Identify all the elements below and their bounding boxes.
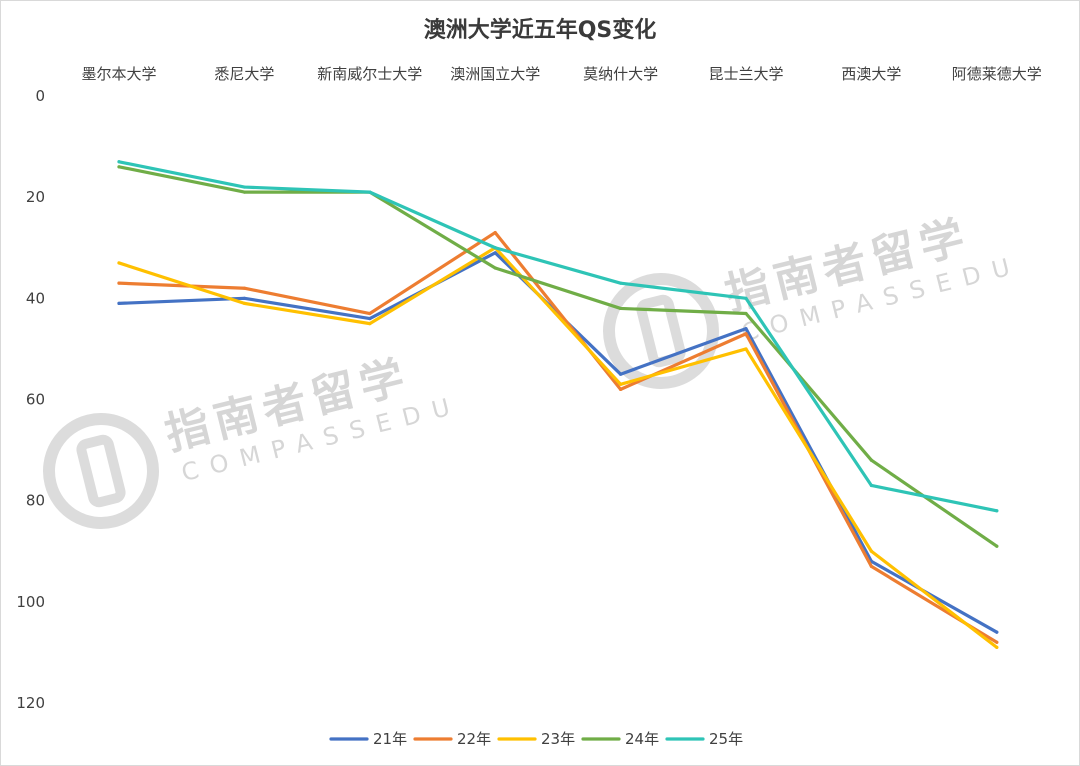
- x-category-label: 新南威尔士大学: [317, 65, 422, 83]
- y-tick-label: 100: [16, 593, 45, 611]
- data-point: [242, 190, 246, 194]
- data-point: [995, 640, 999, 644]
- data-point: [619, 372, 623, 376]
- x-category-label: 悉尼大学: [214, 65, 274, 83]
- data-point: [744, 296, 748, 300]
- watermark-mark-icon: [636, 294, 686, 368]
- data-point: [619, 306, 623, 311]
- data-point: [995, 630, 999, 634]
- data-point: [995, 544, 999, 548]
- data-point: [619, 387, 623, 391]
- data-point: [117, 261, 121, 265]
- data-point: [368, 190, 372, 194]
- legend-label: 22年: [457, 730, 491, 748]
- data-point: [368, 316, 372, 321]
- data-point: [242, 296, 246, 300]
- y-tick-label: 120: [16, 694, 45, 712]
- data-point: [744, 332, 748, 336]
- data-point: [869, 549, 874, 553]
- data-point: [744, 347, 748, 351]
- watermark-mark-icon: [76, 434, 126, 508]
- data-point: [744, 327, 748, 331]
- series-line-2: [117, 230, 999, 644]
- legend: 21年 22年 23年 24年 25年: [329, 730, 743, 748]
- data-point: [493, 246, 497, 250]
- series-line-5: [117, 160, 999, 513]
- y-tick-label: 0: [35, 87, 45, 105]
- x-axis: 墨尔本大学 悉尼大学 新南威尔士大学 澳洲国立大学 莫纳什大学 昆士兰大学 西澳大学 阿德莱德…: [81, 65, 1041, 83]
- data-point: [242, 301, 246, 305]
- data-point: [995, 645, 999, 649]
- x-category-label: 墨尔本大学: [81, 65, 156, 83]
- data-point: [242, 286, 246, 290]
- y-tick-label: 40: [26, 289, 45, 307]
- data-point: [117, 281, 121, 285]
- series-line-4: [117, 165, 999, 548]
- data-point: [117, 160, 121, 164]
- data-point: [869, 483, 874, 488]
- watermark-logo: 指南者留学 COMPASSEDU: [603, 210, 1024, 389]
- watermark-circle-icon: [603, 273, 719, 389]
- x-category-label: 西澳大学: [841, 65, 901, 83]
- watermark-circle-icon: [43, 413, 159, 529]
- data-point: [493, 266, 497, 270]
- data-point: [995, 509, 999, 513]
- chart-title: 澳洲大学近五年QS变化: [424, 17, 657, 43]
- data-point: [619, 382, 623, 386]
- data-point: [744, 311, 748, 316]
- legend-label: 25年: [709, 730, 743, 748]
- series-group: [117, 160, 999, 649]
- data-point: [242, 185, 246, 189]
- data-point: [493, 230, 497, 235]
- data-point: [368, 311, 372, 316]
- x-category-label: 澳洲国立大学: [450, 65, 540, 83]
- data-point: [493, 251, 497, 255]
- series-line-3: [117, 246, 999, 649]
- y-tick-label: 60: [26, 391, 45, 409]
- legend-label: 21年: [373, 730, 407, 748]
- x-category-label: 昆士兰大学: [708, 65, 783, 83]
- data-point: [619, 281, 623, 285]
- legend-label: 23年: [541, 730, 575, 748]
- data-point: [117, 165, 121, 169]
- x-category-label: 阿德莱德大学: [952, 65, 1042, 83]
- y-tick-label: 20: [26, 188, 45, 206]
- data-point: [869, 564, 874, 569]
- watermark-logo: 指南者留学 COMPASSEDU: [43, 350, 464, 529]
- data-point: [869, 458, 874, 462]
- x-category-label: 莫纳什大学: [583, 65, 658, 83]
- legend-label: 24年: [625, 730, 659, 748]
- y-tick-label: 80: [26, 492, 45, 510]
- data-point: [368, 322, 372, 326]
- data-point: [117, 301, 121, 305]
- y-axis: 0 20 40 60 80 100 120: [16, 87, 45, 712]
